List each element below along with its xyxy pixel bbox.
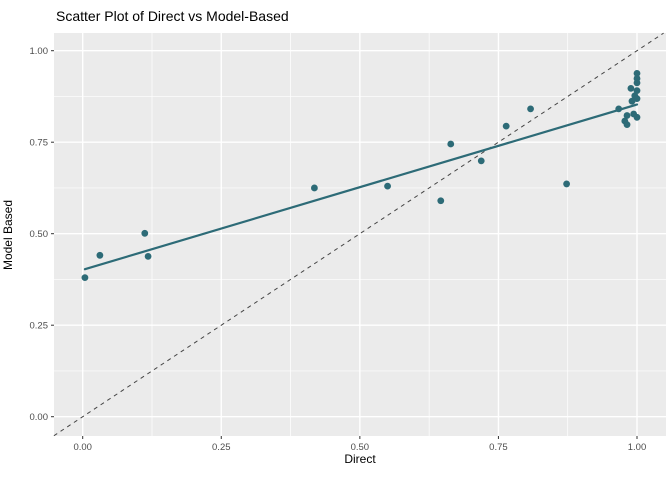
y-tick-label: 0.50 (30, 229, 49, 240)
data-point (141, 229, 149, 237)
data-point (81, 274, 89, 282)
y-tick-label: 0.00 (30, 412, 49, 423)
data-point (437, 197, 445, 205)
y-tick-label: 0.25 (30, 321, 49, 332)
data-point (477, 157, 485, 165)
x-tick-label: 0.75 (489, 442, 508, 453)
y-axis-title: Model Based (1, 199, 15, 271)
data-point (615, 105, 623, 113)
data-point (633, 69, 641, 77)
x-tick-label: 0.50 (351, 442, 370, 453)
data-point (628, 97, 636, 105)
data-point (96, 251, 104, 259)
x-axis-title: Direct (344, 452, 376, 466)
x-tick-label: 1.00 (628, 442, 647, 453)
data-point (633, 113, 641, 121)
data-point (623, 121, 631, 129)
y-tick-label: 1.00 (30, 46, 49, 57)
data-point (623, 112, 631, 119)
identity-line (53, 32, 664, 437)
data-point (527, 105, 534, 113)
data-point (310, 184, 318, 192)
x-tick-label: 0.25 (212, 442, 231, 453)
data-point (633, 79, 641, 87)
plot-title: Scatter Plot of Direct vs Model-Based (56, 8, 289, 24)
data-point (563, 180, 571, 188)
data-point (144, 252, 152, 260)
data-point (447, 140, 455, 148)
data-point (502, 122, 510, 130)
data-point (384, 182, 391, 190)
x-tick-label: 0.00 (73, 442, 92, 453)
data-point (633, 87, 641, 94)
regression-line (83, 103, 639, 271)
data-point (627, 84, 635, 92)
y-tick-label: 0.75 (30, 138, 49, 149)
